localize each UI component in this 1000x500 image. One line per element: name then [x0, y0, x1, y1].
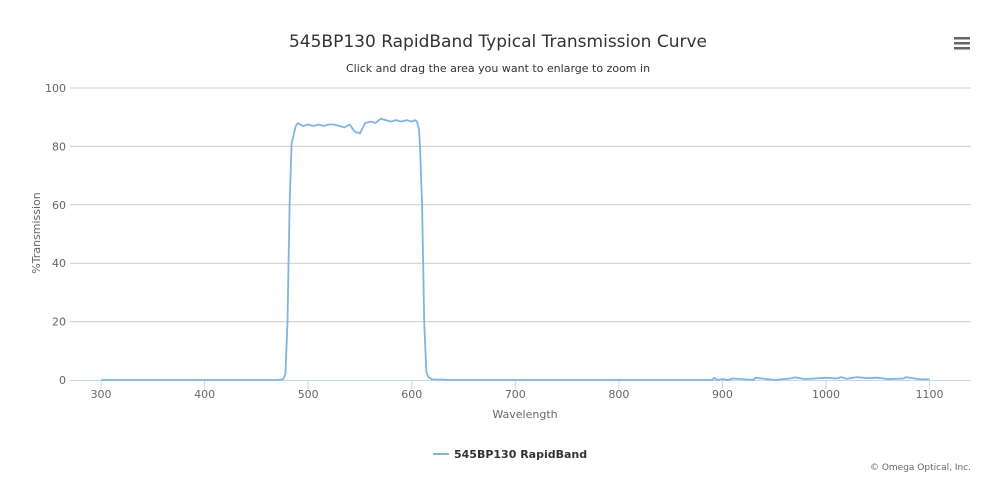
y-tick-label: 40	[52, 257, 66, 270]
chart-subtitle: Click and drag the area you want to enla…	[346, 62, 650, 75]
y-tick-label: 0	[59, 374, 66, 387]
x-tick-label: 800	[608, 388, 629, 401]
legend-item[interactable]: 545BP130 RapidBand	[433, 448, 587, 461]
x-tick-label: 300	[91, 388, 112, 401]
x-tick-labels: 300 400 500 600 700 800 900 1000 1100	[91, 388, 944, 401]
x-tick-label: 1000	[812, 388, 840, 401]
y-tick-label: 80	[52, 140, 66, 153]
x-tick-label: 500	[298, 388, 319, 401]
y-axis-title: %Transmission	[30, 192, 43, 274]
legend-label: 545BP130 RapidBand	[454, 448, 587, 461]
series-line[interactable]	[101, 117, 930, 381]
x-tick-label: 900	[712, 388, 733, 401]
x-tick-label: 400	[194, 388, 215, 401]
y-tick-label: 60	[52, 199, 66, 212]
y-tick-label: 100	[45, 82, 66, 95]
x-tick-label: 600	[401, 388, 422, 401]
y-gridlines	[70, 87, 971, 323]
x-tick-label: 700	[505, 388, 526, 401]
x-axis-title: Wavelength	[492, 408, 557, 421]
x-tick-label: 1100	[916, 388, 944, 401]
credits[interactable]: © Omega Optical, Inc.	[870, 463, 971, 473]
series-group	[101, 117, 930, 381]
hamburger-menu-icon[interactable]	[954, 36, 970, 50]
y-tick-label: 20	[52, 316, 66, 329]
chart-title: 545BP130 RapidBand Typical Transmission …	[289, 32, 707, 52]
y-tick-labels: 0 20 40 60 80 100	[45, 82, 66, 387]
